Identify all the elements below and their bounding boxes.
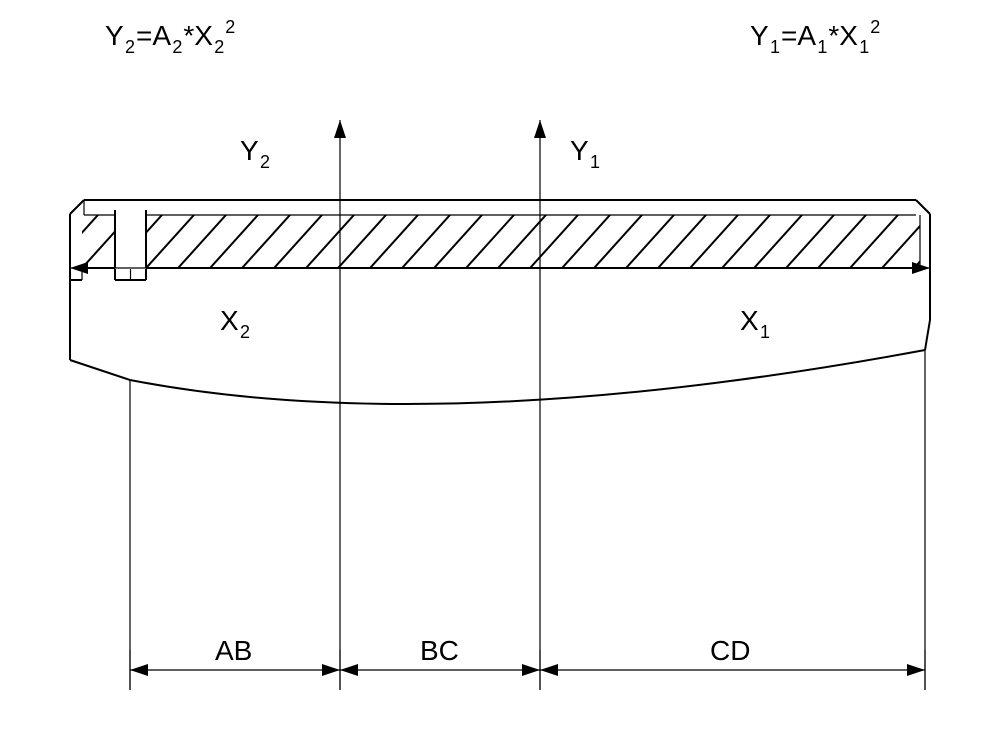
svg-text:1: 1 bbox=[817, 37, 827, 57]
svg-text:Y: Y bbox=[240, 135, 259, 166]
svg-text:X: X bbox=[740, 305, 759, 336]
svg-text:Y: Y bbox=[750, 20, 769, 51]
svg-text:2: 2 bbox=[214, 37, 224, 57]
dim-label-bc: BC bbox=[420, 635, 459, 666]
svg-text:*X: *X bbox=[828, 20, 858, 51]
svg-text:2: 2 bbox=[125, 37, 135, 57]
svg-text:1: 1 bbox=[590, 152, 600, 172]
dim-label-ab: AB bbox=[215, 635, 252, 666]
svg-text:2: 2 bbox=[225, 17, 235, 37]
label-x1: X1 bbox=[740, 305, 770, 342]
equation-right: Y1=A1*X12 bbox=[750, 17, 880, 57]
equation-left: Y2=A2*X22 bbox=[105, 17, 235, 57]
svg-text:2: 2 bbox=[870, 17, 880, 37]
svg-text:2: 2 bbox=[240, 322, 250, 342]
label-y1: Y1 bbox=[570, 135, 600, 172]
svg-text:=A: =A bbox=[781, 20, 816, 51]
svg-text:1: 1 bbox=[859, 37, 869, 57]
svg-text:X: X bbox=[220, 305, 239, 336]
dim-label-cd: CD bbox=[710, 635, 750, 666]
svg-text:2: 2 bbox=[260, 152, 270, 172]
svg-text:=A: =A bbox=[136, 20, 171, 51]
svg-text:1: 1 bbox=[760, 322, 770, 342]
svg-text:Y: Y bbox=[570, 135, 589, 166]
label-x2: X2 bbox=[220, 305, 250, 342]
svg-text:2: 2 bbox=[172, 37, 182, 57]
label-y2: Y2 bbox=[240, 135, 270, 172]
svg-text:Y: Y bbox=[105, 20, 124, 51]
svg-text:*X: *X bbox=[183, 20, 213, 51]
engineering-diagram: Y2=A2*X22Y1=A1*X12Y2Y1X2X1ABBCCD bbox=[0, 0, 1000, 739]
svg-text:1: 1 bbox=[770, 37, 780, 57]
